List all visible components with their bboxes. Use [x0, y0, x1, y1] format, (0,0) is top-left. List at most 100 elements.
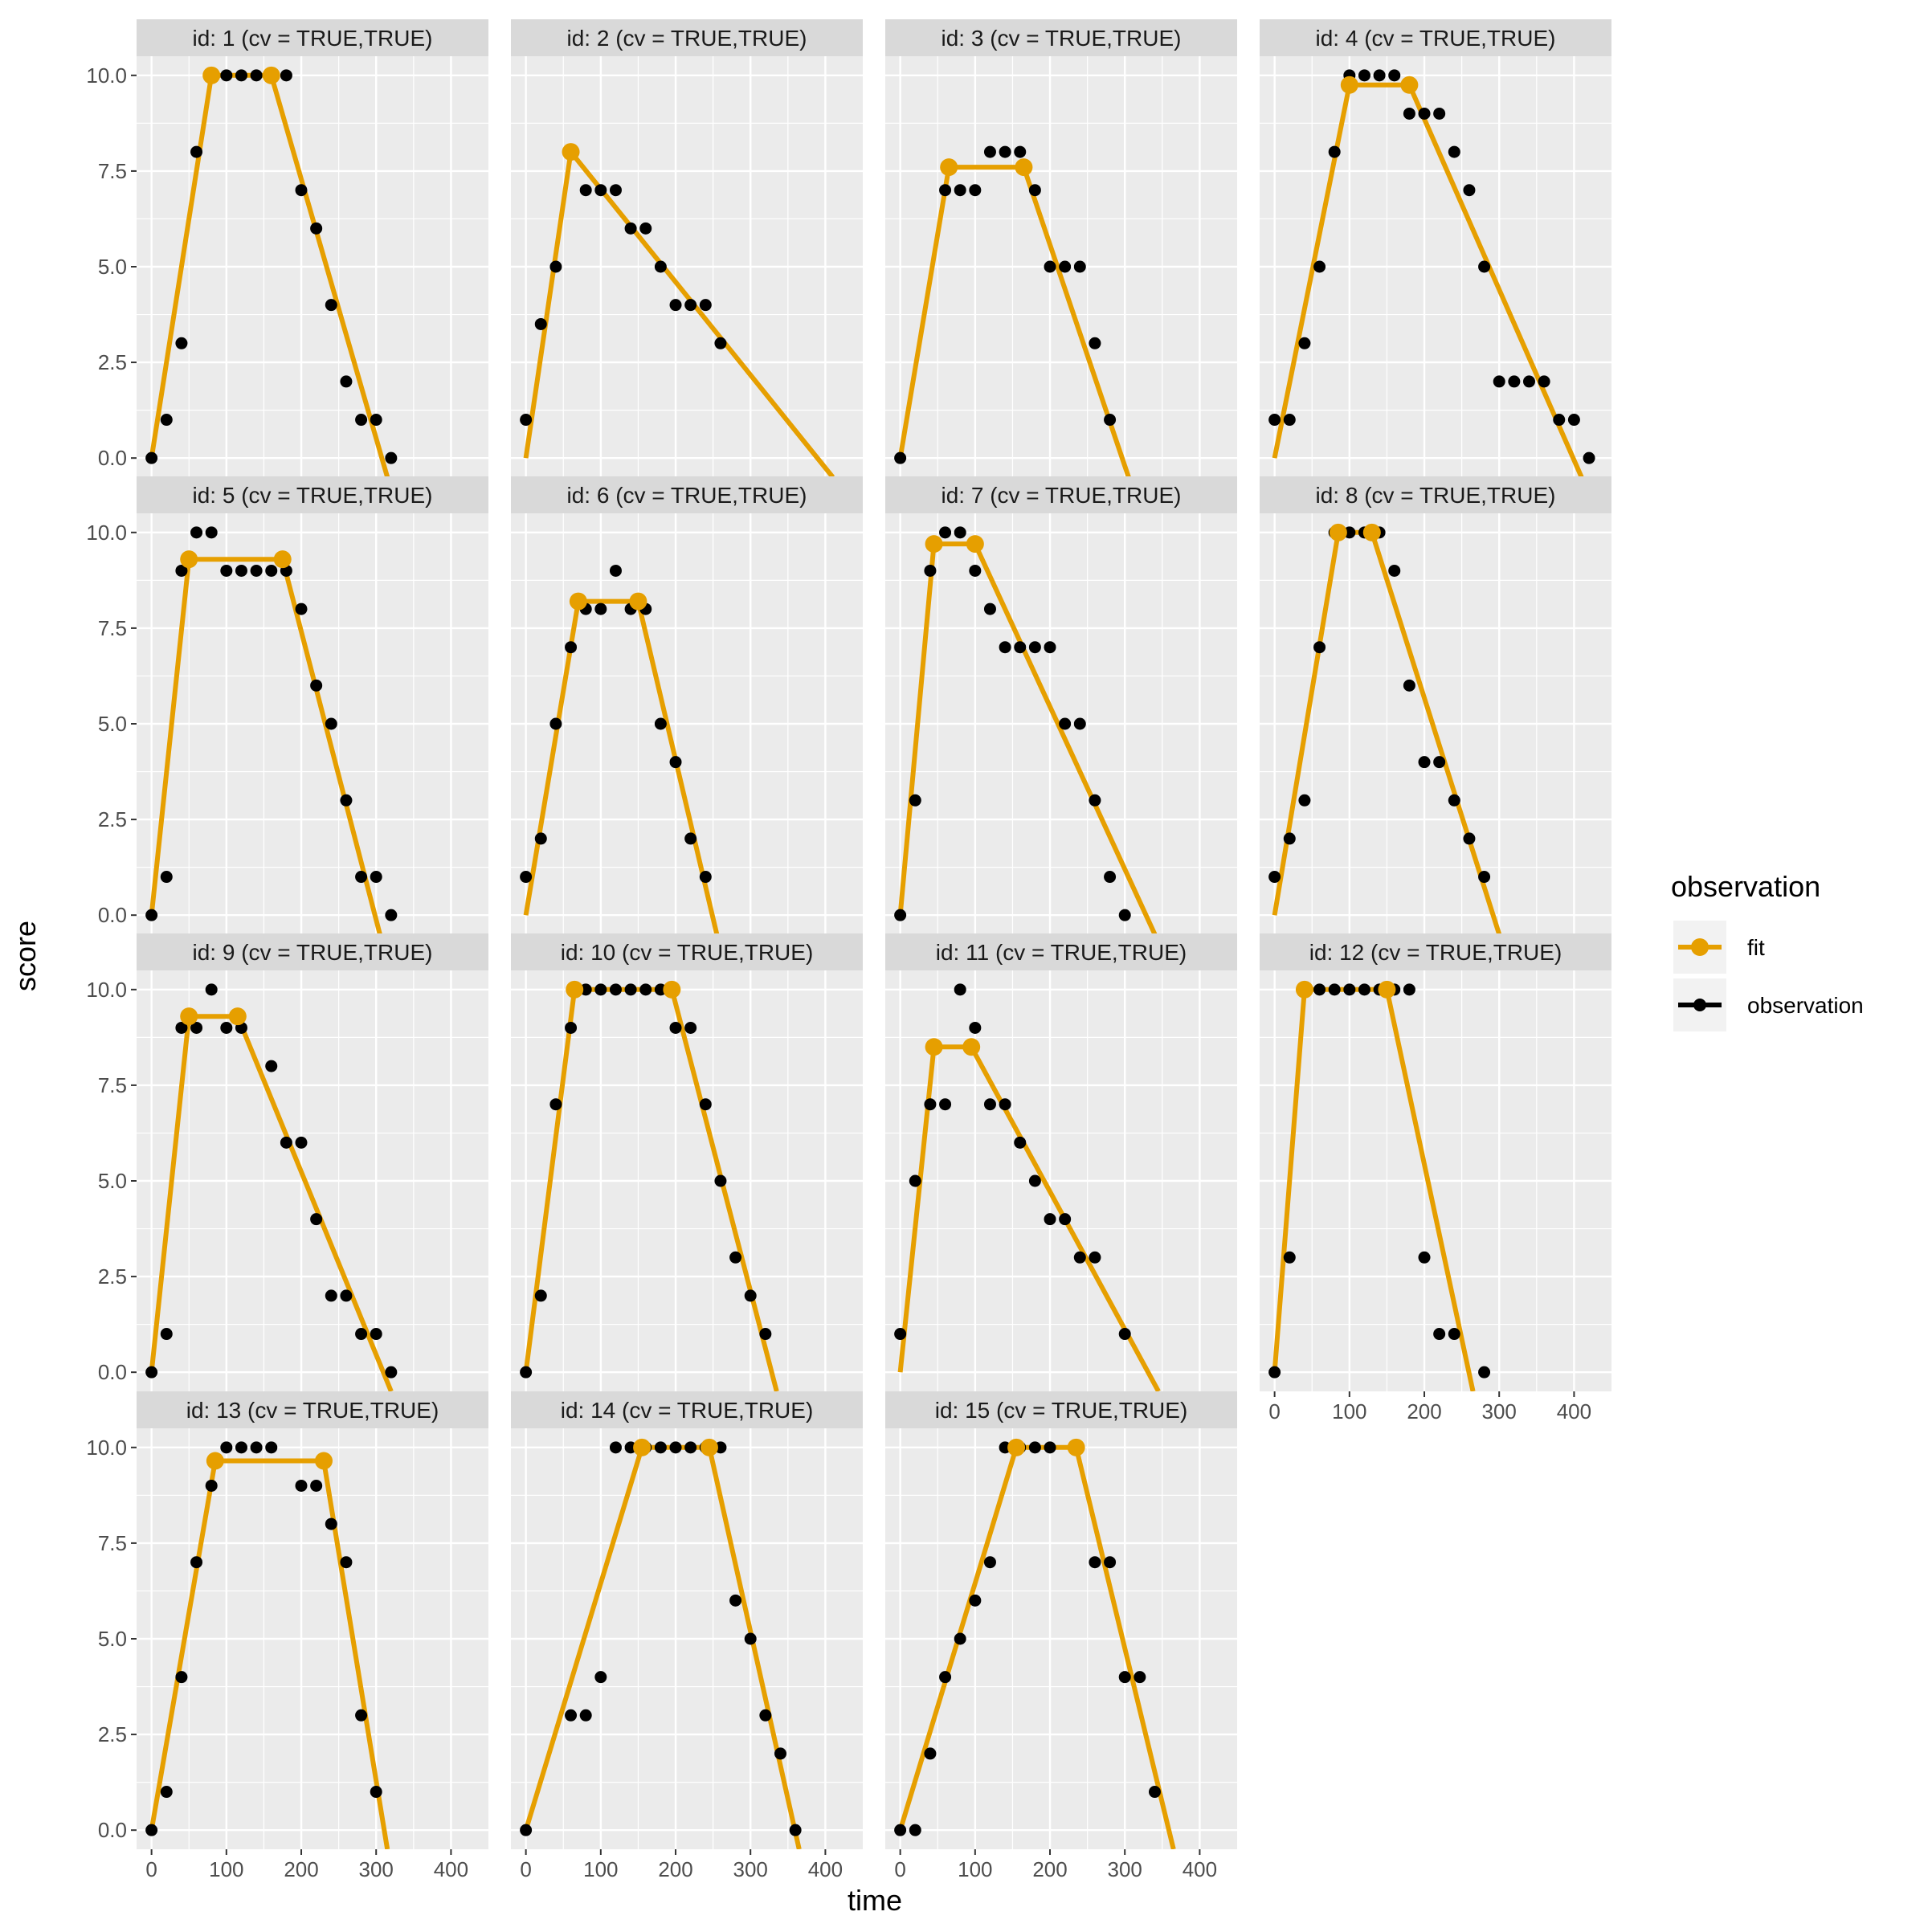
legend-title: observation [1671, 870, 1820, 903]
x-tick-label: 400 [434, 1857, 468, 1881]
observation-point [1059, 260, 1072, 273]
observation-point [1283, 414, 1296, 427]
fit-point [663, 980, 681, 999]
fit-point [180, 550, 198, 569]
observation-point [145, 909, 158, 921]
observation-point [954, 184, 966, 197]
observation-point [969, 1594, 982, 1607]
facet-strip [885, 19, 1237, 56]
observation-point [1313, 983, 1326, 996]
fit-point [966, 535, 984, 553]
observation-point [1073, 1251, 1086, 1264]
observation-point [1089, 1251, 1101, 1264]
observation-point [1073, 717, 1086, 730]
facet-panel: id: 15 (cv = TRUE,TRUE) 0 100 200 300 400 [885, 1391, 1237, 1881]
observation-point [954, 1632, 966, 1645]
observation-point [654, 1441, 667, 1454]
x-tick-label: 100 [958, 1857, 992, 1881]
facet-panel: id: 3 (cv = TRUE,TRUE) [885, 19, 1237, 477]
y-tick-label: 10.0 [86, 1436, 127, 1460]
observation-point [909, 1824, 921, 1836]
facet-panel: id: 6 (cv = TRUE,TRUE) [511, 476, 863, 934]
facet-strip [885, 476, 1237, 513]
facet-strip-label: id: 5 (cv = TRUE,TRUE) [193, 483, 433, 508]
observation-point [325, 717, 337, 730]
panel-plot-area [520, 143, 835, 477]
observation-point [310, 679, 323, 692]
observation-point [1478, 871, 1491, 884]
observation-point [983, 602, 996, 615]
panel-plot-area [145, 66, 398, 477]
observation-point [1148, 1786, 1161, 1799]
facet-strip [137, 1391, 488, 1428]
observation-point [894, 1824, 907, 1836]
observation-point [235, 69, 247, 82]
x-tick-label: 200 [284, 1857, 318, 1881]
observation-point [295, 184, 308, 197]
facet-strip [511, 19, 863, 56]
fit-line [523, 986, 779, 1391]
facet-strip [885, 933, 1237, 970]
observation-point [654, 260, 667, 273]
observation-point [355, 414, 368, 427]
observation-point [969, 184, 982, 197]
fit-point [314, 1452, 333, 1470]
panel-plot-area [894, 526, 1158, 934]
observation-point [969, 1021, 982, 1034]
observation-point [145, 1366, 158, 1379]
panel-plot-area [894, 145, 1131, 477]
observation-point [385, 451, 398, 464]
observation-point [340, 375, 353, 388]
observation-point [1567, 414, 1580, 427]
x-tick-label: 100 [1332, 1399, 1366, 1423]
observation-point [1328, 983, 1341, 996]
observation-point [1418, 107, 1431, 120]
observation-point [1089, 794, 1101, 807]
facet-strip [885, 1391, 1237, 1428]
fit-point [262, 66, 280, 84]
fit-point [569, 592, 587, 611]
fit-point [566, 980, 584, 999]
observation-point [385, 909, 398, 921]
y-tick-label: 10.0 [86, 521, 127, 545]
facet-strip-label: id: 15 (cv = TRUE,TRUE) [935, 1398, 1188, 1423]
fit-line [1272, 82, 1584, 477]
observation-point [190, 526, 203, 539]
y-tick-label: 2.5 [98, 807, 127, 831]
observation-point [565, 1021, 578, 1034]
observation-point [295, 602, 308, 615]
observation-point [609, 564, 622, 577]
observation-point [175, 1671, 188, 1684]
observation-point [669, 1441, 682, 1454]
observation-point [1104, 871, 1117, 884]
panel-plot-area [1268, 980, 1491, 1391]
observation-point [939, 1098, 952, 1111]
observation-point [1313, 641, 1326, 654]
y-tick-label: 7.5 [98, 616, 127, 640]
observation-point [175, 337, 188, 349]
observation-point [624, 983, 637, 996]
fit-point [206, 1452, 224, 1470]
observation-point [1328, 145, 1341, 158]
observation-point [175, 564, 188, 577]
observation-point [594, 983, 607, 996]
observation-point [1014, 145, 1027, 158]
observation-point [1028, 1174, 1041, 1187]
fit-line [149, 1014, 394, 1391]
panel-plot-area [894, 1438, 1176, 1849]
facet-strip-label: id: 14 (cv = TRUE,TRUE) [561, 1398, 814, 1423]
y-tick-label: 5.0 [98, 1169, 127, 1193]
observation-point [609, 983, 622, 996]
facet-strip [511, 476, 863, 513]
observation-point [954, 526, 966, 539]
observation-point [1044, 1441, 1056, 1454]
fit-point [1295, 980, 1313, 999]
observation-point [1028, 1441, 1041, 1454]
observation-point [250, 69, 263, 82]
legend-label: fit [1747, 935, 1765, 960]
observation-point [385, 1366, 398, 1379]
observation-point [1373, 69, 1386, 82]
observation-point [969, 564, 982, 577]
